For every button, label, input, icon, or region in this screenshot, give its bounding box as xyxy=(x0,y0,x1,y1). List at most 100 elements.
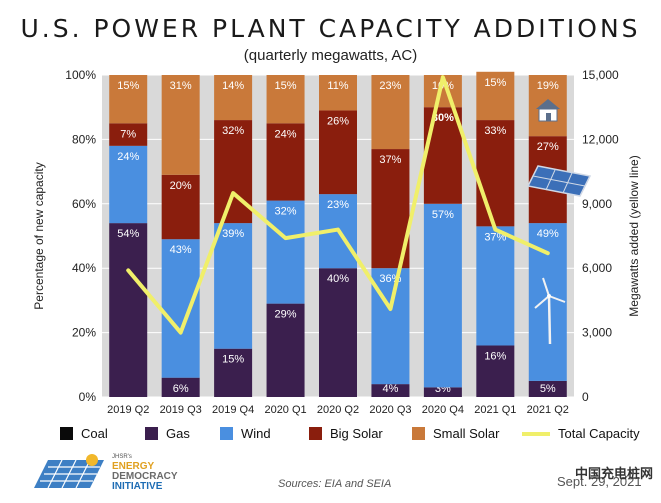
x-tick-label: 2020 Q2 xyxy=(317,404,359,416)
bar-gas xyxy=(423,387,462,397)
logo-wordmark: ENERGY DEMOCRACY INITIATIVE xyxy=(112,462,178,492)
house-icon xyxy=(536,99,560,122)
logo-line-3: INITIATIVE xyxy=(112,481,163,492)
bar-gas xyxy=(214,348,253,397)
bar-wind xyxy=(109,145,148,224)
bar-wind xyxy=(476,226,515,346)
data-label: 14% xyxy=(222,80,244,92)
legend-label-total-capacity: Total Capacity xyxy=(558,426,640,441)
x-tick-label: 2020 Q4 xyxy=(422,404,464,416)
bar-wind xyxy=(423,203,462,388)
bar-gas xyxy=(319,268,357,397)
data-label: 23% xyxy=(379,80,401,92)
bar-small-solar xyxy=(319,75,357,111)
bar-gas xyxy=(371,384,410,397)
data-label: 15% xyxy=(275,80,297,92)
bar-big-solar xyxy=(423,107,462,204)
data-label: 29% xyxy=(275,309,297,321)
bar-gas xyxy=(161,377,200,397)
bar-big-solar xyxy=(476,120,515,227)
legend-item-big-solar: Big Solar xyxy=(309,426,383,441)
bar-small-solar xyxy=(266,75,305,124)
data-label: 15% xyxy=(117,80,139,92)
data-label: 30% xyxy=(432,112,454,124)
legend-label-gas: Gas xyxy=(166,426,190,441)
x-tick-label: 2019 Q2 xyxy=(107,404,149,416)
bar-wind xyxy=(214,223,253,349)
chart-title: U.S. POWER PLANT CAPACITY ADDITIONS xyxy=(20,14,641,43)
wind-turbine-icon xyxy=(534,277,566,345)
data-label: 54% xyxy=(117,228,139,240)
y-tick-label-left: 20% xyxy=(72,326,96,340)
y-tick-label-left: 100% xyxy=(65,68,96,82)
data-label: 39% xyxy=(222,228,244,240)
y-tick-label-right: 0 xyxy=(582,390,589,404)
data-label: 24% xyxy=(117,151,139,163)
legend-label-small-solar: Small Solar xyxy=(433,426,500,441)
bar-small-solar xyxy=(109,75,148,124)
legend-swatch-gas xyxy=(145,427,158,440)
data-label: 15% xyxy=(484,77,506,89)
data-label: 11% xyxy=(327,80,348,92)
bar-gas xyxy=(266,303,305,397)
y-tick-label-right: 3,000 xyxy=(582,326,612,340)
bar-gas xyxy=(476,345,515,397)
y-tick-label-left: 60% xyxy=(72,197,96,211)
x-tick-label: 2021 Q1 xyxy=(474,404,516,416)
data-label: 7% xyxy=(120,128,136,140)
y-axis-title-right: Megawatts added (yellow line) xyxy=(627,155,641,316)
data-label: 26% xyxy=(327,115,349,127)
data-label: 40% xyxy=(327,273,349,285)
data-label: 5% xyxy=(540,383,556,395)
data-label: 15% xyxy=(222,354,244,366)
y-tick-label-left: 80% xyxy=(72,132,96,146)
logo-line-1: ENERGY xyxy=(112,461,155,472)
y-axis-title-left: Percentage of new capacity xyxy=(32,162,46,309)
solar-logo-icon xyxy=(34,454,104,489)
watermark: 中国充电桩网 xyxy=(575,466,654,481)
legend-swatch-small-solar xyxy=(412,427,425,440)
legend-item-coal: Coal xyxy=(60,426,108,441)
bar-small-solar xyxy=(371,75,410,150)
legend-label-coal: Coal xyxy=(81,426,108,441)
legend-swatch-big-solar xyxy=(309,427,322,440)
data-label: 43% xyxy=(170,244,192,256)
legend-item-total-capacity: Total Capacity xyxy=(522,426,640,441)
bar-wind xyxy=(161,239,200,378)
bar-gas xyxy=(528,380,567,397)
legend-label-wind: Wind xyxy=(241,426,271,441)
legend-item-gas: Gas xyxy=(145,426,190,441)
data-label: 23% xyxy=(327,199,349,211)
data-label: 19% xyxy=(537,80,559,92)
legend-swatch-wind xyxy=(220,427,233,440)
legend-swatch-total-capacity xyxy=(522,431,550,436)
bar-wind xyxy=(266,200,305,304)
bar-small-solar xyxy=(214,75,253,121)
solar-panel-icon xyxy=(526,165,592,197)
data-label: 20% xyxy=(170,180,192,192)
bar-big-solar xyxy=(109,123,148,146)
legend-label-big-solar: Big Solar xyxy=(330,426,383,441)
x-tick-label: 2021 Q2 xyxy=(527,404,569,416)
data-label: 37% xyxy=(484,231,506,243)
bar-small-solar xyxy=(161,75,200,175)
data-label: 32% xyxy=(275,206,297,218)
data-label: 37% xyxy=(379,154,401,166)
y-tick-label-left: 0% xyxy=(79,390,97,404)
y-tick-label-right: 6,000 xyxy=(582,261,612,275)
legend: Coal Gas Wind Big Solar Small Solar Tota… xyxy=(56,426,656,446)
x-tick-label: 2019 Q4 xyxy=(212,404,254,416)
data-label: 49% xyxy=(537,228,559,240)
bar-big-solar xyxy=(266,123,305,201)
logo-line-2: DEMOCRACY xyxy=(112,471,178,482)
logo-small-text: JHSR's xyxy=(112,454,132,460)
data-label: 6% xyxy=(173,383,189,395)
total-capacity-line xyxy=(126,75,550,335)
data-label: 33% xyxy=(484,125,506,137)
y-tick-label-left: 40% xyxy=(72,261,96,275)
bar-gas xyxy=(109,223,148,397)
legend-item-small-solar: Small Solar xyxy=(412,426,499,441)
data-label: 16% xyxy=(484,350,506,362)
legend-swatch-coal xyxy=(60,427,73,440)
y-tick-label-right: 15,000 xyxy=(582,68,619,82)
